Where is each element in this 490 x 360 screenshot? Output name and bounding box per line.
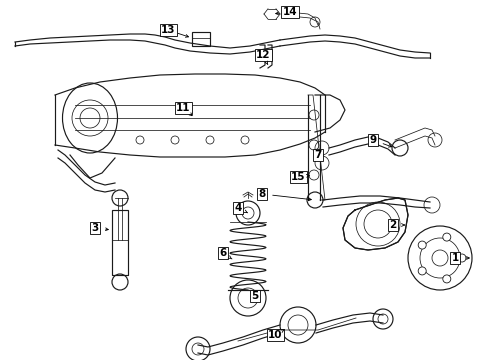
Text: 8: 8 xyxy=(258,189,266,199)
Polygon shape xyxy=(343,198,408,250)
Text: 14: 14 xyxy=(283,7,297,17)
Text: 11: 11 xyxy=(176,103,190,113)
Circle shape xyxy=(443,275,451,283)
Text: 12: 12 xyxy=(256,50,270,60)
Circle shape xyxy=(443,233,451,241)
Text: 10: 10 xyxy=(268,330,282,340)
Circle shape xyxy=(458,254,466,262)
Bar xyxy=(112,210,128,275)
Text: 1: 1 xyxy=(451,253,459,263)
Circle shape xyxy=(418,241,426,249)
Circle shape xyxy=(418,267,426,275)
Text: 4: 4 xyxy=(234,203,242,213)
Text: 3: 3 xyxy=(91,223,98,233)
Text: 9: 9 xyxy=(369,135,376,145)
Text: 15: 15 xyxy=(291,172,305,182)
Text: 6: 6 xyxy=(220,248,227,258)
Text: 13: 13 xyxy=(161,25,175,35)
Text: 7: 7 xyxy=(314,150,322,160)
Bar xyxy=(192,32,210,46)
Text: 2: 2 xyxy=(390,220,396,230)
Text: 5: 5 xyxy=(251,291,259,301)
